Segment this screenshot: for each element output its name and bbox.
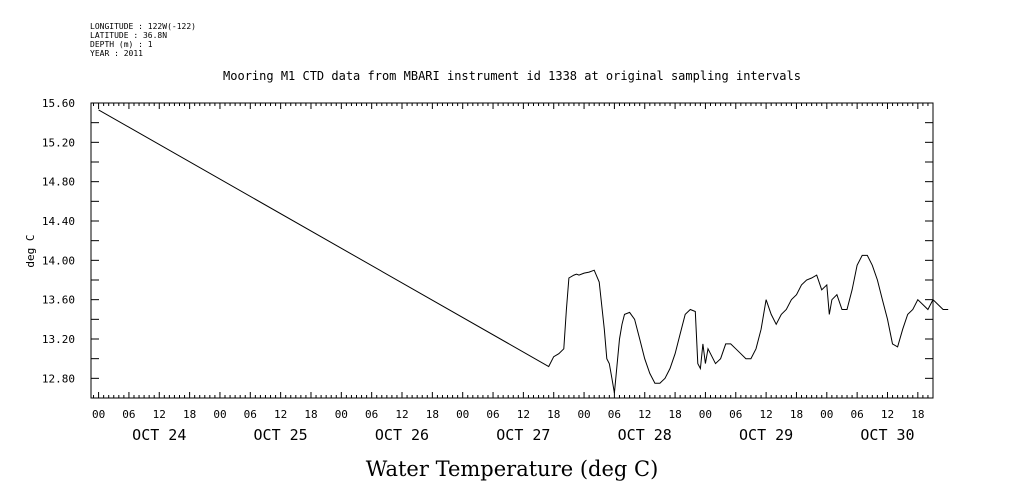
y-tick-label: 14.00 xyxy=(42,254,75,267)
x-hour-label: 18 xyxy=(911,408,924,421)
metadata-block: LONGITUDE : 122W(-122) LATITUDE : 36.8N … xyxy=(90,22,196,58)
water-temperature-line xyxy=(98,109,949,394)
x-hour-labels: 00 06 12 18 00 06 12 18 00 06 12 18 00 06 12 18 00 06 12 18… xyxy=(92,408,924,421)
x-day-label: OCT 27 xyxy=(496,426,550,444)
y-tick-labels: 12.80 13.20 13.60 14.00 14.40 14.80 15.20 15.60 xyxy=(42,97,75,385)
x-axis-label: Water Temperature (deg C) xyxy=(366,457,659,481)
x-hour-label: 06 xyxy=(122,408,135,421)
year-text: YEAR : 2011 xyxy=(90,49,143,58)
x-hour-label: 12 xyxy=(153,408,166,421)
x-day-label: OCT 26 xyxy=(375,426,429,444)
x-hour-label: 00 xyxy=(335,408,348,421)
latitude-text: LATITUDE : 36.8N xyxy=(90,31,168,40)
y-tick-label: 14.40 xyxy=(42,215,75,228)
x-hour-label: 06 xyxy=(608,408,621,421)
x-day-labels: OCT 24 OCT 25 OCT 26 OCT 27 OCT 28 OCT 29 OCT … xyxy=(132,426,914,444)
x-hour-label: 00 xyxy=(92,408,105,421)
x-hour-label: 12 xyxy=(517,408,530,421)
plot-frame xyxy=(90,102,934,399)
depth-text: DEPTH (m) : 1 xyxy=(90,40,153,49)
x-hour-label: 12 xyxy=(759,408,772,421)
x-hour-label: 06 xyxy=(486,408,499,421)
x-hour-label: 18 xyxy=(304,408,317,421)
x-hour-label: 00 xyxy=(699,408,712,421)
x-day-label: OCT 25 xyxy=(254,426,308,444)
y-tick-label: 13.60 xyxy=(42,294,75,307)
chart-title: Mooring M1 CTD data from MBARI instrumen… xyxy=(223,69,801,83)
x-hour-label: 12 xyxy=(395,408,408,421)
y-axis-label: deg C xyxy=(24,234,37,267)
x-hour-label: 12 xyxy=(638,408,651,421)
x-hour-label: 00 xyxy=(213,408,226,421)
axis-ticks xyxy=(91,102,934,399)
y-tick-label: 15.20 xyxy=(42,136,75,149)
x-day-label: OCT 24 xyxy=(132,426,186,444)
y-tick-label: 14.80 xyxy=(42,176,75,189)
x-hour-label: 12 xyxy=(274,408,287,421)
x-hour-label: 00 xyxy=(820,408,833,421)
x-hour-label: 06 xyxy=(729,408,742,421)
y-tick-label: 12.80 xyxy=(42,372,75,385)
x-hour-label: 06 xyxy=(851,408,864,421)
x-hour-label: 06 xyxy=(244,408,257,421)
x-hour-label: 00 xyxy=(456,408,469,421)
x-hour-label: 18 xyxy=(790,408,803,421)
y-tick-label: 13.20 xyxy=(42,333,75,346)
x-day-label: OCT 30 xyxy=(860,426,914,444)
x-hour-label: 18 xyxy=(183,408,196,421)
x-hour-label: 12 xyxy=(881,408,894,421)
x-day-label: OCT 29 xyxy=(739,426,793,444)
x-hour-label: 18 xyxy=(426,408,439,421)
x-hour-label: 00 xyxy=(577,408,590,421)
longitude-text: LONGITUDE : 122W(-122) xyxy=(90,22,196,31)
x-hour-label: 18 xyxy=(547,408,560,421)
x-hour-label: 06 xyxy=(365,408,378,421)
y-tick-label: 15.60 xyxy=(42,97,75,110)
x-day-label: OCT 28 xyxy=(618,426,672,444)
x-hour-label: 18 xyxy=(668,408,681,421)
